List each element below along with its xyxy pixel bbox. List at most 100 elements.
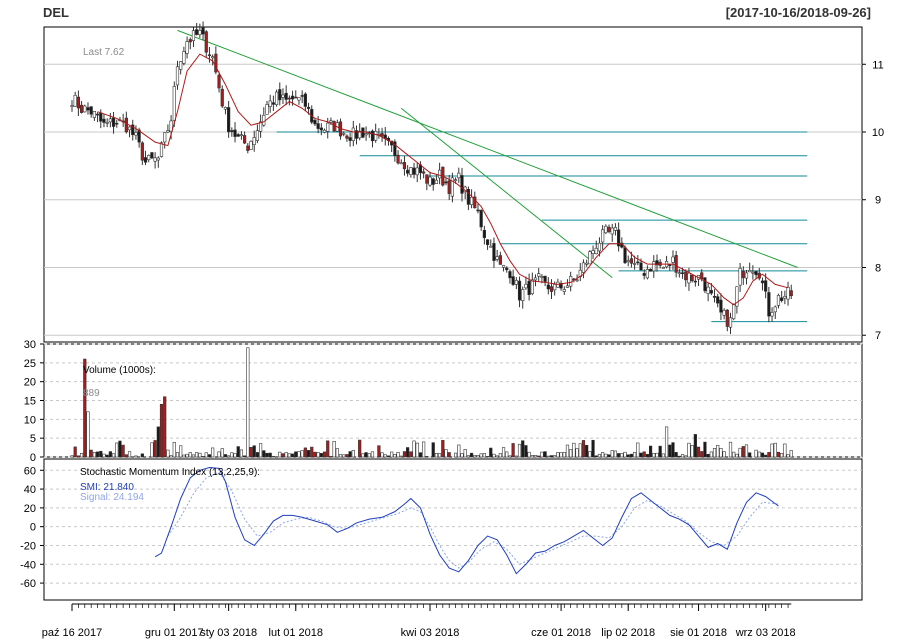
smi-tick-label: -20 — [20, 540, 36, 552]
volume-bar — [326, 440, 330, 458]
x-tick-label: kwi 03 2018 — [401, 627, 460, 639]
volume-bar — [102, 453, 106, 458]
candle-body — [278, 89, 282, 101]
x-tick-label: sie 01 2018 — [670, 627, 727, 639]
volume-bar — [335, 448, 339, 458]
candle-body — [166, 130, 170, 133]
smi-tick-label: 0 — [30, 522, 36, 534]
volume-bar — [185, 453, 189, 458]
candle-body — [629, 258, 634, 264]
price-panel: 7 8 9 10 11 Last 7.62 — [43, 21, 884, 343]
candle-body — [466, 189, 470, 205]
volume-bar — [239, 449, 244, 458]
smi-line — [154, 466, 779, 575]
volume-bar — [406, 447, 410, 458]
x-tick-label: wrz 03 2018 — [735, 627, 796, 639]
volume-bar — [645, 454, 649, 458]
candle-body — [409, 167, 413, 176]
volume-panel: 0 5 10 15 20 25 30 Volume (1000s): 889 — [24, 339, 863, 464]
volume-bar — [642, 451, 646, 458]
volume-bar — [479, 453, 483, 458]
volume-bar — [706, 453, 710, 458]
volume-bar — [783, 443, 787, 458]
volume-bar — [457, 444, 461, 458]
candle-body — [406, 169, 410, 174]
volume-bar — [680, 454, 685, 458]
candle-body — [636, 261, 640, 264]
candle-body — [374, 131, 378, 141]
candle-body — [549, 286, 554, 292]
x-tick-label: paź 16 2017 — [42, 627, 103, 639]
volume-bar — [444, 449, 448, 458]
candle-body — [76, 96, 80, 109]
candle-body — [140, 142, 144, 161]
volume-bar — [543, 451, 547, 458]
candle-body — [249, 141, 253, 150]
volume-bar — [466, 455, 470, 458]
volume-bar — [511, 443, 515, 458]
candle-body — [453, 179, 458, 181]
volume-bar — [617, 453, 621, 458]
candle-body — [639, 262, 643, 271]
volume-bar — [585, 444, 589, 458]
candle-body — [645, 269, 649, 279]
volume-bar — [495, 455, 499, 458]
candle-body — [217, 74, 221, 89]
volume-bar — [140, 453, 144, 458]
candle-body — [399, 162, 403, 165]
candle-body — [127, 126, 132, 131]
volume-bar — [581, 440, 586, 458]
candle-body — [169, 120, 173, 132]
candle-body — [265, 104, 269, 115]
volume-bar — [188, 452, 192, 458]
volume-last-value: 889 — [83, 388, 100, 399]
candle-body — [89, 106, 93, 115]
smi-tick-label: -60 — [20, 578, 36, 590]
candle-body — [457, 172, 461, 179]
volume-bar — [652, 452, 656, 458]
volume-bar — [287, 453, 291, 458]
volume-bar — [514, 455, 518, 458]
candle-body — [680, 272, 685, 274]
volume-tick-label: 5 — [30, 433, 36, 445]
volume-bar — [306, 450, 311, 458]
candle-body — [271, 102, 275, 105]
candle-body — [668, 264, 672, 267]
volume-bar — [453, 452, 458, 458]
volume-bar — [677, 455, 681, 458]
volume-bar — [540, 451, 544, 458]
volume-tick-label: 15 — [24, 396, 36, 408]
candle-body — [633, 263, 637, 265]
candle-body — [533, 277, 538, 281]
candle-body — [102, 118, 106, 123]
candle-body — [294, 96, 298, 99]
candle-body — [521, 289, 525, 302]
candle-body — [393, 141, 397, 156]
volume-bar — [728, 441, 733, 458]
candle-body — [255, 130, 260, 141]
candle-body — [268, 100, 272, 107]
candle-body — [722, 310, 726, 316]
smi-tick-label: 20 — [24, 503, 36, 515]
smi-title: Stochastic Momentum Index (13,2,25,9): — [80, 467, 260, 478]
candle-body — [543, 275, 547, 282]
volume-bar — [313, 451, 317, 458]
volume-bar — [485, 456, 490, 458]
volume-bar — [358, 439, 362, 458]
volume-bar — [383, 454, 387, 458]
candle-body — [428, 176, 432, 186]
volume-bar — [601, 452, 605, 458]
volume-bar — [386, 455, 391, 458]
volume-bar — [316, 452, 320, 458]
volume-bar — [648, 445, 653, 458]
volume-bar — [166, 449, 170, 458]
volume-bar — [361, 453, 365, 458]
volume-bar — [310, 446, 314, 458]
volume-bar — [559, 452, 563, 458]
signal-line — [167, 471, 779, 569]
smi-value-label: SMI: 21.840 — [80, 482, 134, 493]
volume-bar — [530, 455, 534, 458]
candle-body — [588, 251, 592, 265]
volume-bar — [268, 452, 272, 458]
